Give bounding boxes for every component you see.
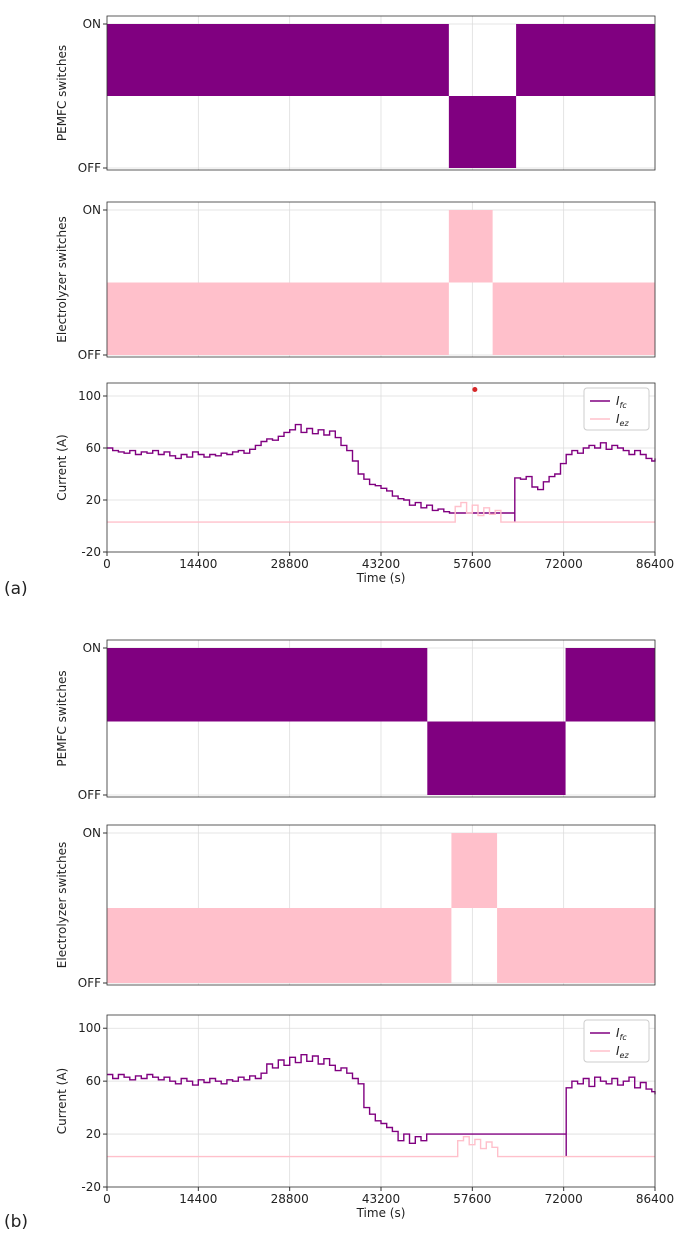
current-chart-2: 0 14400 28800 43200 57600 72000 86400 -20 20 60 10… [55,382,674,585]
switch-state-block-2 [516,24,655,96]
switch-state-block-2 [565,648,655,722]
legend-label-sub: ez [620,1051,630,1060]
y-tick-label: -20 [81,545,101,559]
x-tick-label: 0 [103,1192,111,1206]
x-tick-label: 43200 [362,1192,400,1206]
x-tick-label: 86400 [636,557,674,571]
panel-label-b: (b) [4,1212,28,1232]
y-axis-label: PEMFC switches [55,670,69,766]
switch-chart-3: ON OFF PEMFC switches [55,639,656,802]
plot-frame [106,639,656,798]
switch-state-block-2 [497,908,655,983]
x-tick-label: 28800 [271,1192,309,1206]
switch-state-block-0 [107,908,452,983]
x-tick-label: 14400 [179,557,217,571]
switch-state-block-1 [448,210,493,283]
x-tick-label: 43200 [362,557,400,571]
y-tick-label-on: ON [83,826,101,840]
legend-label-ez: Iez [616,412,629,428]
x-axis-label: Time (s) [356,571,406,585]
legend-label-fc: Ifc [616,394,627,410]
panel-label-a: (a) [4,579,28,599]
plot-frame [106,15,656,171]
y-tick-label: 100 [78,1021,101,1035]
switch-state-block-0 [107,648,428,722]
legend-label-main: I [616,1026,620,1040]
y-axis-label: Current (A) [55,434,69,500]
marker-point [472,387,478,392]
legend-label-main: I [616,1044,620,1058]
y-axis-label: PEMFC switches [55,45,69,141]
plot-frame [106,201,656,358]
switch-state-block-2 [492,282,655,355]
series-line-ez [107,501,655,523]
y-axis-label: Current (A) [55,1068,69,1134]
y-tick-label: -20 [81,1180,101,1194]
y-tick-label-on: ON [83,17,101,31]
y-tick-label-off: OFF [78,788,101,802]
x-axis-label: Time (s) [356,1206,406,1220]
y-tick-label-off: OFF [78,161,101,175]
y-tick-label: 100 [78,389,101,403]
y-axis-label: Electrolyzer switches [55,842,69,968]
x-tick-label: 86400 [636,1192,674,1206]
y-tick-label-on: ON [83,203,101,217]
y-tick-label: 60 [86,1074,101,1088]
y-tick-label-off: OFF [78,348,101,362]
x-tick-label: 14400 [179,1192,217,1206]
switch-state-block-0 [107,282,449,355]
y-tick-label: 20 [86,493,101,507]
switch-chart-1: ON OFF Electrolyzer switches [55,201,656,362]
x-tick-label: 72000 [545,557,583,571]
series-line-fc [107,423,656,523]
series-line-fc [107,1054,656,1157]
switch-state-block-1 [448,96,517,168]
legend-label-ez: Iez [616,1044,629,1060]
switch-state-block-1 [451,833,498,908]
switch-chart-4: ON OFF Electrolyzer switches [55,824,656,990]
legend-label-main: I [616,412,620,426]
y-tick-label: 60 [86,441,101,455]
y-tick-label: 20 [86,1127,101,1141]
x-tick-label: 0 [103,557,111,571]
switch-state-block-0 [107,24,449,96]
current-chart-5: 0 14400 28800 43200 57600 72000 86400 -20 20 60 10… [55,1014,674,1220]
legend-label-main: I [616,394,620,408]
series-line-ez [107,1136,655,1158]
x-tick-label: 57600 [453,557,491,571]
switch-state-block-1 [427,721,566,795]
x-tick-label: 57600 [453,1192,491,1206]
x-tick-label: 72000 [545,1192,583,1206]
switch-chart-0: ON OFF PEMFC switches [55,15,656,175]
plot-frame [106,824,656,986]
y-axis-label: Electrolyzer switches [55,216,69,342]
y-tick-label-on: ON [83,641,101,655]
legend-label-fc: Ifc [616,1026,627,1042]
legend-label-sub: ez [620,419,630,428]
x-tick-label: 28800 [271,557,309,571]
legend-label-sub: fc [620,1033,628,1042]
y-tick-label-off: OFF [78,976,101,990]
legend-label-sub: fc [620,401,628,410]
